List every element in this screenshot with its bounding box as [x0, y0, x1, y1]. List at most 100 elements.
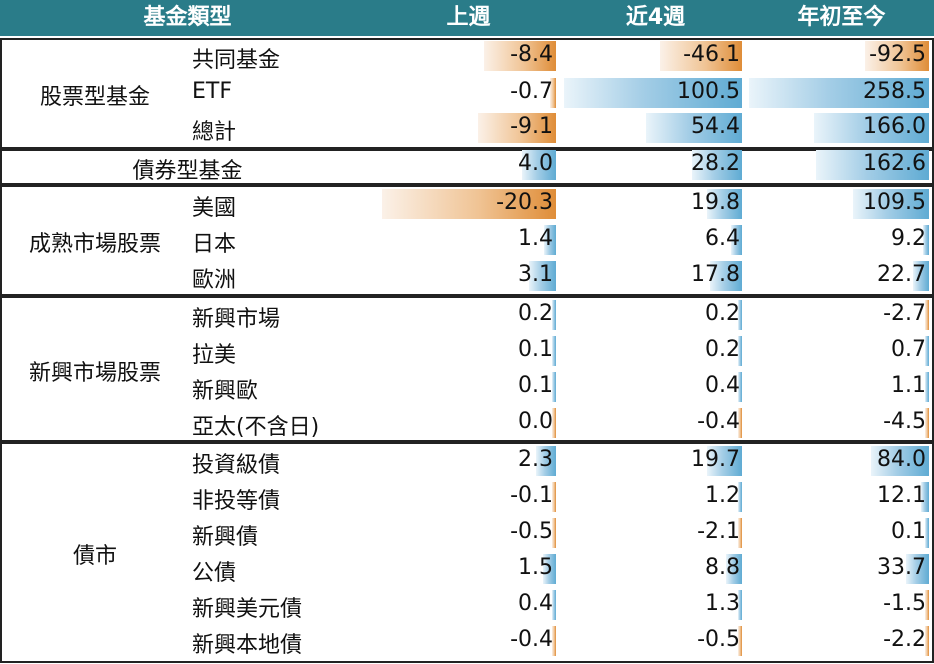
- value-bar: [710, 261, 742, 291]
- value-label: -0.5: [510, 519, 553, 544]
- value-bar: [478, 113, 556, 143]
- value-bar: [853, 189, 929, 219]
- value-bar: [552, 372, 556, 402]
- value-label: -92.5: [869, 42, 926, 67]
- value-bar: [925, 408, 929, 438]
- value-label: -0.4: [510, 627, 553, 652]
- value-label: 0.1: [518, 337, 553, 362]
- group-label: 債市: [72, 544, 117, 569]
- row-label: 新興債: [192, 525, 259, 550]
- group-label: 新興市場股票: [28, 360, 161, 386]
- value-bar: [871, 446, 929, 476]
- value-bar: [925, 300, 929, 330]
- value-label: -0.4: [697, 409, 740, 434]
- value-bar: [707, 446, 742, 476]
- value-label: 1.5: [518, 555, 553, 580]
- value-label: 0.1: [518, 373, 553, 398]
- row-label: 美國: [192, 196, 237, 221]
- value-bar: [738, 626, 742, 656]
- value-bar: [731, 225, 742, 255]
- value-bar: [550, 78, 556, 108]
- group-label: 成熟市場股票: [28, 232, 161, 257]
- value-label: 166.0: [863, 114, 926, 139]
- value-label: 33.7: [877, 555, 926, 580]
- value-bar: [925, 626, 929, 656]
- value-label: 162.6: [863, 151, 926, 176]
- value-bar: [814, 113, 929, 143]
- header-ytd: 年初至今: [797, 5, 886, 30]
- row-label: 新興市場: [192, 307, 281, 332]
- value-label: 0.2: [705, 301, 740, 326]
- row-label: 新興本地債: [192, 633, 303, 658]
- value-label: 0.4: [518, 591, 553, 616]
- value-bar: [552, 482, 556, 512]
- value-label: 1.1: [891, 373, 926, 398]
- value-label: 28.2: [691, 151, 740, 176]
- value-bar: [552, 590, 556, 620]
- value-label: 17.8: [691, 262, 740, 287]
- value-bar: [536, 446, 556, 476]
- value-bar: [738, 408, 742, 438]
- value-label: -4.5: [883, 409, 926, 434]
- value-bar: [923, 225, 929, 255]
- group-box: [0, 185, 934, 296]
- value-bar: [564, 78, 742, 108]
- value-bar: [552, 626, 556, 656]
- value-bar: [738, 482, 742, 512]
- value-label: -46.1: [683, 42, 740, 67]
- value-bar: [692, 150, 742, 180]
- value-bar: [552, 408, 556, 438]
- value-bar: [552, 336, 556, 366]
- value-bar: [522, 150, 556, 180]
- value-bar: [707, 189, 742, 219]
- value-bar: [738, 518, 742, 548]
- row-label: 新興歐: [192, 379, 259, 404]
- value-label: 9.2: [891, 226, 926, 251]
- value-label: -0.1: [510, 483, 553, 508]
- row-label: 新興美元債: [192, 597, 303, 622]
- value-label: 4.0: [518, 151, 553, 176]
- value-bar: [484, 41, 556, 71]
- value-bar: [552, 518, 556, 548]
- value-label: 84.0: [877, 447, 926, 472]
- value-label: 1.2: [705, 483, 740, 508]
- value-bar: [816, 150, 929, 180]
- header-fund-type: 基金類型: [143, 5, 232, 30]
- value-label: 54.4: [691, 114, 740, 139]
- value-label: 0.2: [705, 337, 740, 362]
- value-bar: [749, 78, 929, 108]
- row-label: ETF: [192, 79, 232, 104]
- value-bar: [906, 554, 929, 584]
- value-bar: [925, 336, 929, 366]
- value-label: 3.1: [518, 262, 553, 287]
- value-label: 100.5: [677, 79, 740, 104]
- value-label: 109.5: [863, 190, 926, 215]
- row-label: 日本: [192, 232, 237, 257]
- value-label: -2.2: [883, 627, 926, 652]
- value-label: -8.4: [510, 42, 553, 67]
- group-box: [0, 38, 934, 149]
- value-label: 0.0: [518, 409, 553, 434]
- value-label: 2.3: [518, 447, 553, 472]
- value-bar: [738, 372, 742, 402]
- row-label: 共同基金: [192, 48, 281, 73]
- value-bar: [529, 261, 556, 291]
- value-bar: [921, 482, 929, 512]
- value-bar: [865, 41, 929, 71]
- value-label: 258.5: [863, 79, 926, 104]
- value-label: 8.8: [705, 555, 740, 580]
- value-label: 1.4: [518, 226, 553, 251]
- value-bar: [925, 372, 929, 402]
- value-bar: [382, 189, 556, 219]
- row-label: 拉美: [192, 343, 237, 368]
- row-label: 亞太(不含日): [192, 415, 320, 440]
- value-bar: [738, 336, 742, 366]
- value-bar: [660, 41, 742, 71]
- value-label: 0.1: [891, 519, 926, 544]
- value-bar: [543, 554, 556, 584]
- row-label: 公債: [192, 561, 237, 586]
- value-label: 0.4: [705, 373, 740, 398]
- value-bar: [913, 261, 929, 291]
- value-label: -9.1: [510, 114, 553, 139]
